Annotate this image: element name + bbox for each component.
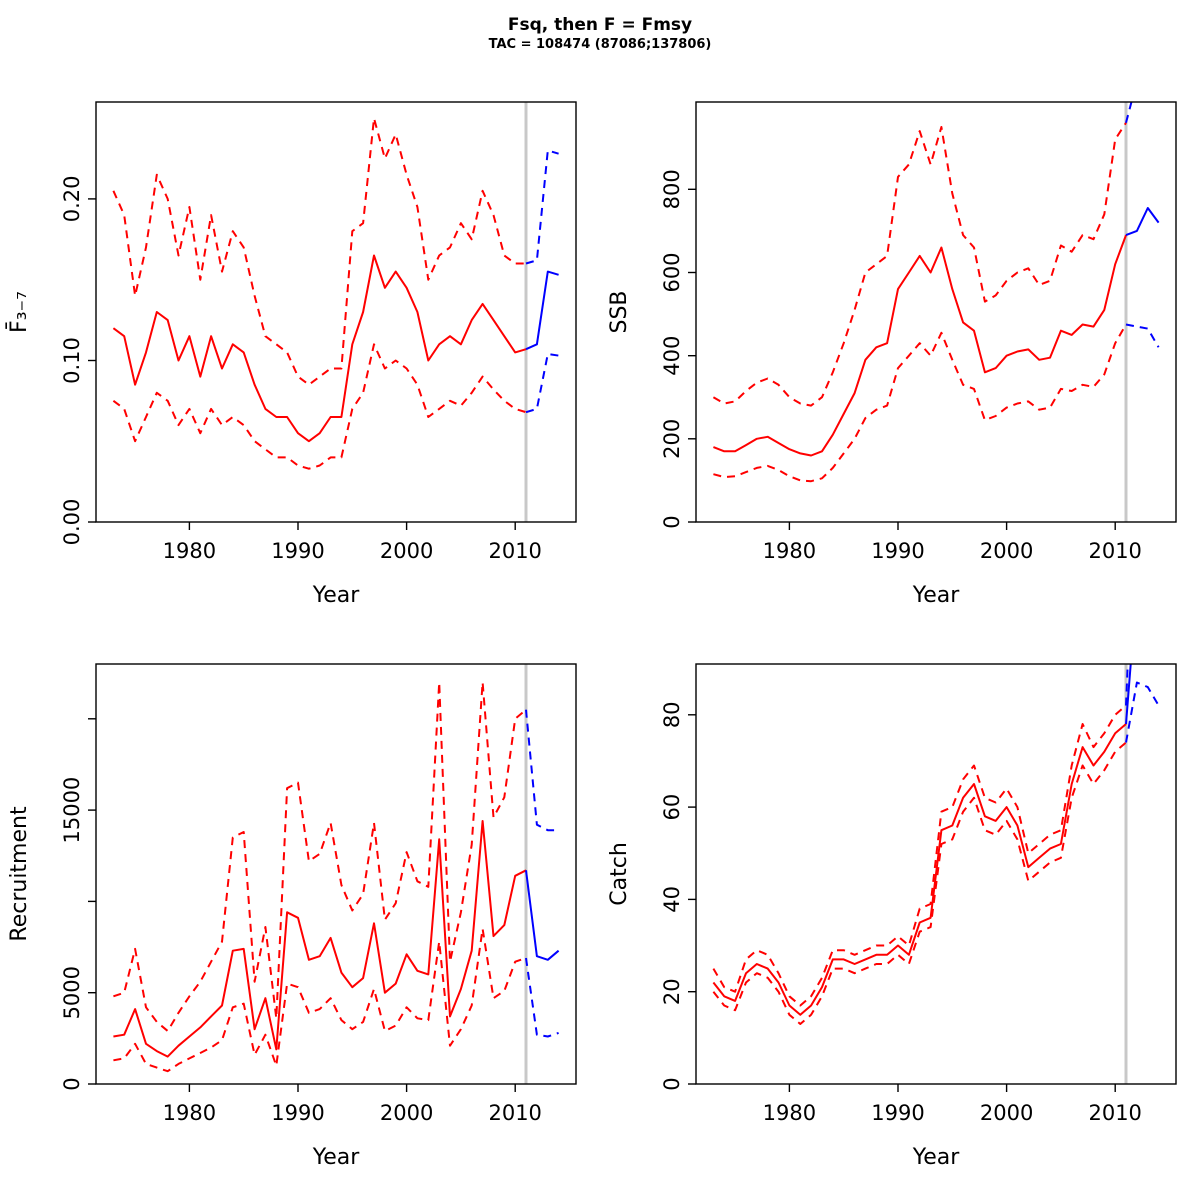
- svg-text:20: 20: [660, 978, 684, 1005]
- svg-text:1990: 1990: [871, 1101, 924, 1125]
- svg-text:0: 0: [660, 515, 684, 528]
- svg-text:Year: Year: [912, 1145, 961, 1170]
- svg-text:600: 600: [660, 252, 684, 292]
- svg-text:1990: 1990: [271, 1101, 324, 1125]
- svg-text:800: 800: [660, 169, 684, 209]
- fbar-chart-svg: 1980 1990 2000 2010 0.00 0.10 0.20 Year F̄₃₋₇: [6, 101, 577, 608]
- svg-text:200: 200: [660, 419, 684, 459]
- svg-text:F̄₃₋₇: F̄₃₋₇: [6, 291, 32, 333]
- svg-text:0: 0: [660, 1077, 684, 1090]
- catch-chart-svg: 1980 1990 2000 2010 0 20 40 60 80 Year Catch: [607, 663, 1177, 1170]
- svg-text:2000: 2000: [980, 1101, 1033, 1125]
- svg-text:1980: 1980: [763, 1101, 816, 1125]
- svg-text:2000: 2000: [380, 1101, 433, 1125]
- plot-subtitle: TAC = 108474 (87086;137806): [488, 36, 712, 52]
- svg-text:60: 60: [660, 794, 684, 821]
- svg-text:1980: 1980: [163, 539, 216, 563]
- svg-text:2000: 2000: [980, 539, 1033, 563]
- ssb-chart: 1980 1990 2000 2010 0 200 400 600 800 Year SSB: [600, 76, 1200, 638]
- svg-text:2010: 2010: [1088, 539, 1141, 563]
- recruitment-chart-svg: 1980 1990 2000 2010 0 5000 15000 Year Recruitmen…: [7, 663, 577, 1170]
- chart-grid: 1980 1990 2000 2010 0.00 0.10 0.20 Year F̄₃₋₇ 19…: [0, 76, 1200, 1200]
- recruitment-chart: 1980 1990 2000 2010 0 5000 15000 Year Recruitmen…: [0, 638, 600, 1200]
- svg-text:2010: 2010: [488, 539, 541, 563]
- fbar-chart: 1980 1990 2000 2010 0.00 0.10 0.20 Year F̄₃₋₇: [0, 76, 600, 638]
- svg-text:0.10: 0.10: [60, 337, 84, 384]
- svg-text:0: 0: [60, 1077, 84, 1090]
- ssb-chart-svg: 1980 1990 2000 2010 0 200 400 600 800 Year SSB: [607, 101, 1177, 608]
- svg-text:Year: Year: [312, 583, 361, 608]
- svg-text:1980: 1980: [763, 539, 816, 563]
- svg-text:5000: 5000: [60, 966, 84, 1019]
- svg-text:2000: 2000: [380, 539, 433, 563]
- svg-text:Catch: Catch: [607, 842, 632, 906]
- svg-text:80: 80: [660, 701, 684, 728]
- plot-header: Fsq, then F = Fmsy TAC = 108474 (87086;1…: [0, 0, 1200, 76]
- svg-text:Recruitment: Recruitment: [7, 806, 32, 942]
- svg-text:15000: 15000: [60, 777, 84, 844]
- svg-text:40: 40: [660, 886, 684, 913]
- svg-text:2010: 2010: [488, 1101, 541, 1125]
- svg-text:400: 400: [660, 336, 684, 376]
- svg-text:0.00: 0.00: [60, 499, 84, 546]
- svg-text:1980: 1980: [163, 1101, 216, 1125]
- svg-text:1990: 1990: [271, 539, 324, 563]
- svg-text:0.20: 0.20: [60, 176, 84, 223]
- svg-text:SSB: SSB: [607, 290, 632, 333]
- plot-title: Fsq, then F = Fmsy: [507, 15, 693, 35]
- svg-text:Year: Year: [312, 1145, 361, 1170]
- catch-chart: 1980 1990 2000 2010 0 20 40 60 80 Year Catch: [600, 638, 1200, 1200]
- svg-text:2010: 2010: [1088, 1101, 1141, 1125]
- svg-text:Year: Year: [912, 583, 961, 608]
- svg-text:1990: 1990: [871, 539, 924, 563]
